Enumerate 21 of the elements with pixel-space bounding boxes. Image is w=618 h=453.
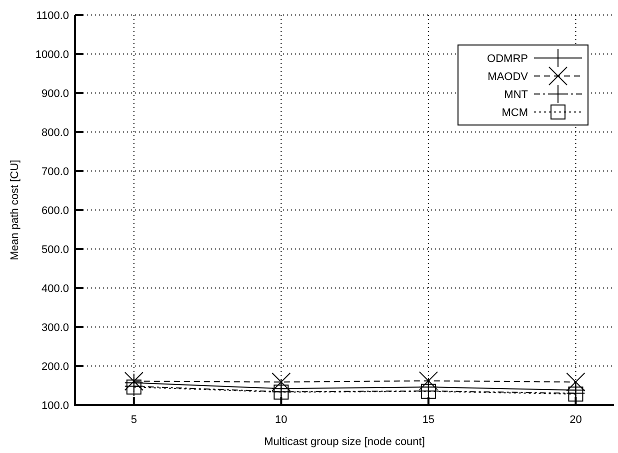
x-tick-label: 15 [422,414,435,426]
x-tick-label: 20 [570,414,582,426]
y-tick-label: 800.0 [41,127,69,139]
x-axis-title: Multicast group size [node count] [264,436,425,448]
legend-label: ODMRP [487,53,528,65]
legend-label: MNT [504,89,528,101]
legend-label: MCM [502,107,528,119]
y-axis-title: Mean path cost [CU] [9,160,21,260]
x-tick-label: 10 [275,414,288,426]
y-tick-label: 700.0 [41,166,69,178]
y-tick-label: 500.0 [41,244,69,256]
y-tick-label: 300.0 [41,322,69,334]
legend-label: MAODV [488,71,529,83]
x-tick-label: 5 [130,414,137,426]
y-tick-label: 1100.0 [36,10,69,22]
y-tick-label: 400.0 [41,283,69,295]
y-tick-label: 900.0 [41,88,69,100]
y-tick-label: 600.0 [41,205,69,217]
y-tick-label: 200.0 [41,361,69,373]
y-tick-label: 1000.0 [35,49,69,61]
y-tick-label: 100.0 [41,400,69,412]
